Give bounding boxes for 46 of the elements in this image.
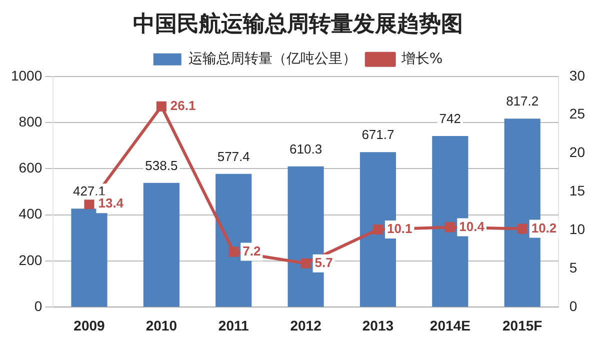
data-label: 817.2 <box>506 94 539 109</box>
data-label: 5.7 <box>314 254 333 270</box>
legend-label: 运输总周转量（亿吨公里） <box>188 51 356 68</box>
y-tick-label: 800 <box>18 113 42 130</box>
point <box>445 222 456 232</box>
y2-tick-label: 10 <box>569 221 586 238</box>
point <box>300 258 311 268</box>
data-label: 538.5 <box>145 158 178 173</box>
y2-tick-label: 5 <box>569 260 578 276</box>
data-label: 610.3 <box>290 141 322 156</box>
data-label: 10.2 <box>531 220 557 236</box>
data-label: 7.2 <box>242 243 261 258</box>
y-tick-label: 200 <box>18 252 42 268</box>
x-tick-label: 2015F <box>502 317 543 334</box>
legend-label: 增长% <box>400 51 443 68</box>
x-tick-label: 2013 <box>362 317 394 334</box>
point <box>84 199 94 210</box>
data-label: 26.1 <box>170 98 196 113</box>
y-tick-label: 600 <box>18 160 42 176</box>
data-label: 671.7 <box>362 127 394 142</box>
x-tick-label: 2012 <box>290 317 322 334</box>
x-tick-label: 2014E <box>430 317 470 334</box>
y2-tick-label: 30 <box>569 67 586 84</box>
y2-tick-label: 15 <box>569 182 586 199</box>
y2-tick-label: 25 <box>569 106 586 122</box>
x-tick-label: 2010 <box>146 317 178 334</box>
y-tick-label: 1000 <box>10 67 42 84</box>
data-label: 10.4 <box>459 218 486 234</box>
data-label: 742 <box>439 111 462 126</box>
point <box>156 101 166 112</box>
y-tick-label: 400 <box>18 206 42 222</box>
point <box>517 224 528 234</box>
y-tick-label: 0 <box>34 298 42 314</box>
bar <box>71 208 108 307</box>
x-tick-label: 2011 <box>218 317 249 334</box>
data-label: 577.4 <box>217 149 250 164</box>
point <box>228 246 239 257</box>
point <box>372 224 384 235</box>
data-label: 427.1 <box>72 184 106 199</box>
data-label: 10.1 <box>386 221 412 236</box>
data-label: 13.4 <box>98 196 124 211</box>
x-tick-label: 2009 <box>74 317 106 334</box>
chart-title: 中国民航运输总周转量发展趋势图 <box>133 10 463 37</box>
y2-tick-label: 20 <box>569 144 586 160</box>
bar <box>143 182 180 307</box>
y2-tick-label: 0 <box>569 298 578 314</box>
